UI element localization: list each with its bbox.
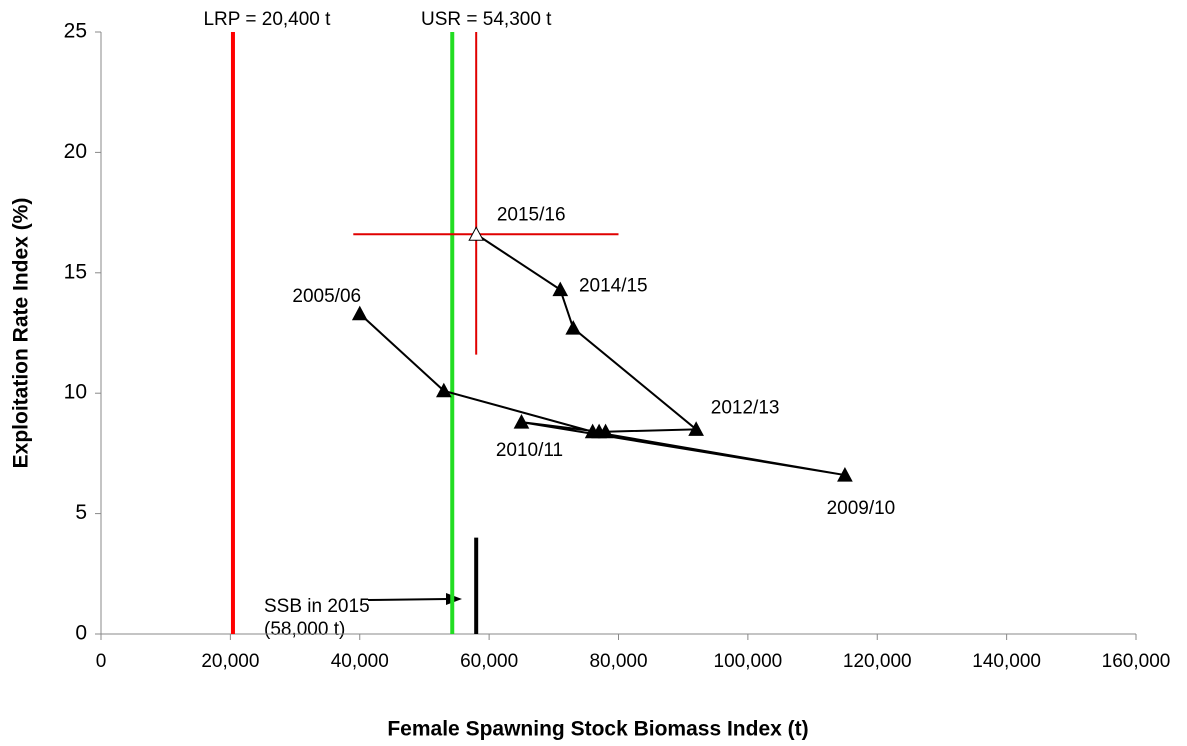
data-point bbox=[565, 320, 582, 335]
data-point bbox=[513, 414, 530, 429]
x-tick-label: 120,000 bbox=[843, 651, 912, 672]
x-axis-title: Female Spawning Stock Biomass Index (t) bbox=[387, 718, 808, 741]
x-tick-label: 60,000 bbox=[460, 651, 518, 672]
y-tick-label: 10 bbox=[64, 381, 87, 404]
x-tick-label: 140,000 bbox=[972, 651, 1041, 672]
data-point bbox=[351, 305, 368, 321]
reference-label: LRP = 20,400 t bbox=[203, 9, 331, 30]
x-tick-label: 100,000 bbox=[714, 651, 783, 672]
data-point bbox=[688, 421, 704, 436]
data-point bbox=[468, 226, 485, 241]
data-point bbox=[552, 281, 569, 297]
annotation-arrow bbox=[367, 598, 449, 601]
y-tick-label: 0 bbox=[75, 622, 87, 645]
annotation: SSB in 2015 bbox=[264, 596, 370, 617]
point-label: 2015/16 bbox=[497, 204, 566, 225]
y-tick-label: 15 bbox=[64, 260, 87, 283]
point-label: 2005/06 bbox=[292, 286, 361, 307]
data-point bbox=[837, 467, 853, 482]
y-tick-label: 25 bbox=[64, 20, 87, 43]
data-point bbox=[597, 423, 614, 439]
x-tick-label: 40,000 bbox=[331, 651, 389, 672]
point-label: 2009/10 bbox=[827, 498, 896, 519]
x-tick-label: 160,000 bbox=[1102, 651, 1171, 672]
x-tick-label: 0 bbox=[96, 651, 107, 672]
reference-label: USR = 54,300 t bbox=[421, 9, 552, 30]
point-label: 2010/11 bbox=[496, 440, 563, 461]
series-line bbox=[359, 233, 846, 477]
x-tick-label: 80,000 bbox=[589, 651, 647, 672]
y-tick-label: 20 bbox=[64, 140, 87, 163]
data-point bbox=[436, 382, 452, 398]
y-axis-title: Exploitation Rate Index (%) bbox=[10, 198, 33, 469]
annotation: (58,000 t) bbox=[264, 619, 345, 640]
x-tick-label: 20,000 bbox=[201, 651, 259, 672]
y-tick-label: 5 bbox=[75, 501, 87, 524]
point-label: 2012/13 bbox=[711, 397, 780, 418]
point-label: 2014/15 bbox=[579, 276, 648, 297]
